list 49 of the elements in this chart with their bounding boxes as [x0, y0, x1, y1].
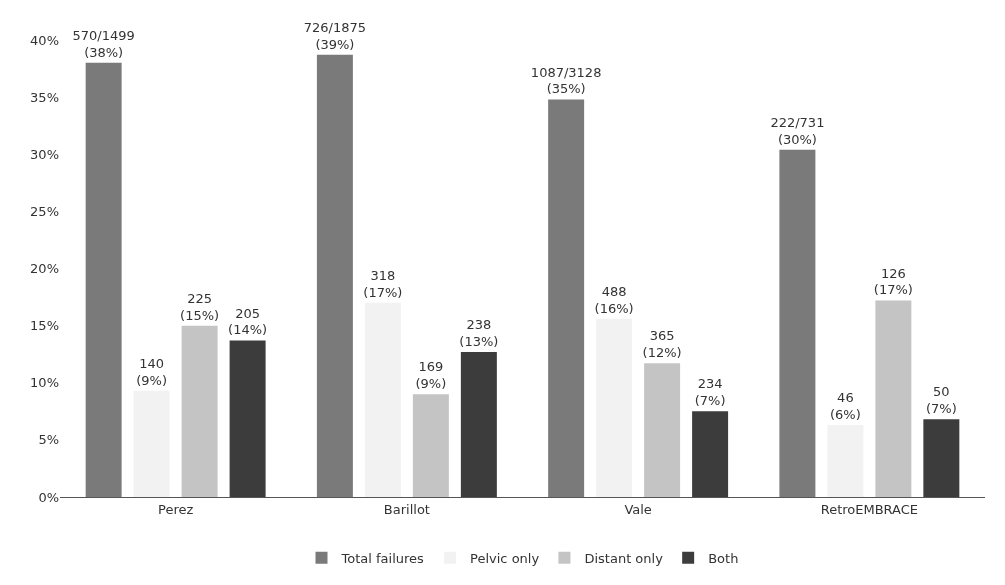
data-label: 726/1875 (39%) — [303, 19, 367, 52]
data-label: 365 (12%) — [642, 328, 682, 361]
y-tick-label: 25% — [30, 203, 59, 219]
y-tick-label: 40% — [30, 32, 59, 48]
y-tick-label: 20% — [30, 261, 59, 277]
bar — [548, 99, 585, 497]
bar — [923, 419, 960, 497]
bar — [692, 411, 729, 497]
y-tick-label: 5% — [38, 432, 59, 448]
bar — [181, 325, 218, 497]
data-label: 205 (14%) — [228, 305, 268, 338]
x-tick-label: Barillot — [383, 501, 430, 517]
data-label: 126 (17%) — [873, 265, 913, 298]
data-label: 238 (13%) — [459, 317, 499, 349]
bar — [229, 340, 266, 497]
legend-label: Distant only — [584, 550, 664, 566]
legend-label: Both — [708, 550, 739, 566]
bar — [644, 363, 681, 497]
bar — [875, 300, 912, 497]
y-tick-label: 15% — [30, 318, 59, 334]
bar — [85, 62, 122, 497]
data-label: 1087/3128 (35%) — [530, 64, 602, 97]
bar — [460, 351, 497, 497]
data-label: 318 (17%) — [363, 267, 403, 300]
x-tick-label: Vale — [624, 501, 652, 517]
bar — [316, 54, 353, 497]
bar — [827, 425, 864, 497]
y-tick-label: 10% — [30, 375, 59, 391]
data-label: 234 (7%) — [694, 376, 726, 409]
data-label: 140 (9%) — [136, 355, 168, 388]
data-label: 169 (9%) — [415, 359, 447, 392]
legend-label: Pelvic only — [470, 550, 540, 566]
x-tick-label: Perez — [158, 501, 194, 517]
y-tick-label: 30% — [30, 146, 59, 162]
bar — [596, 318, 633, 497]
data-label: 50 (7%) — [925, 384, 957, 417]
data-label: 570/1499 (38%) — [72, 27, 135, 60]
bar — [133, 390, 170, 497]
data-label: 488 (16%) — [594, 283, 634, 316]
bar — [412, 394, 449, 497]
legend-label: Total failures — [340, 550, 425, 566]
y-tick-label: 0% — [38, 489, 59, 505]
y-tick-label: 35% — [30, 89, 59, 105]
data-label: 46 (6%) — [829, 390, 861, 423]
data-label: 225 (15%) — [180, 290, 220, 323]
bar — [779, 149, 816, 497]
data-label: 222/731 (30%) — [770, 114, 825, 147]
bar — [364, 302, 401, 497]
x-tick-label: RetroEMBRACE — [820, 501, 919, 517]
